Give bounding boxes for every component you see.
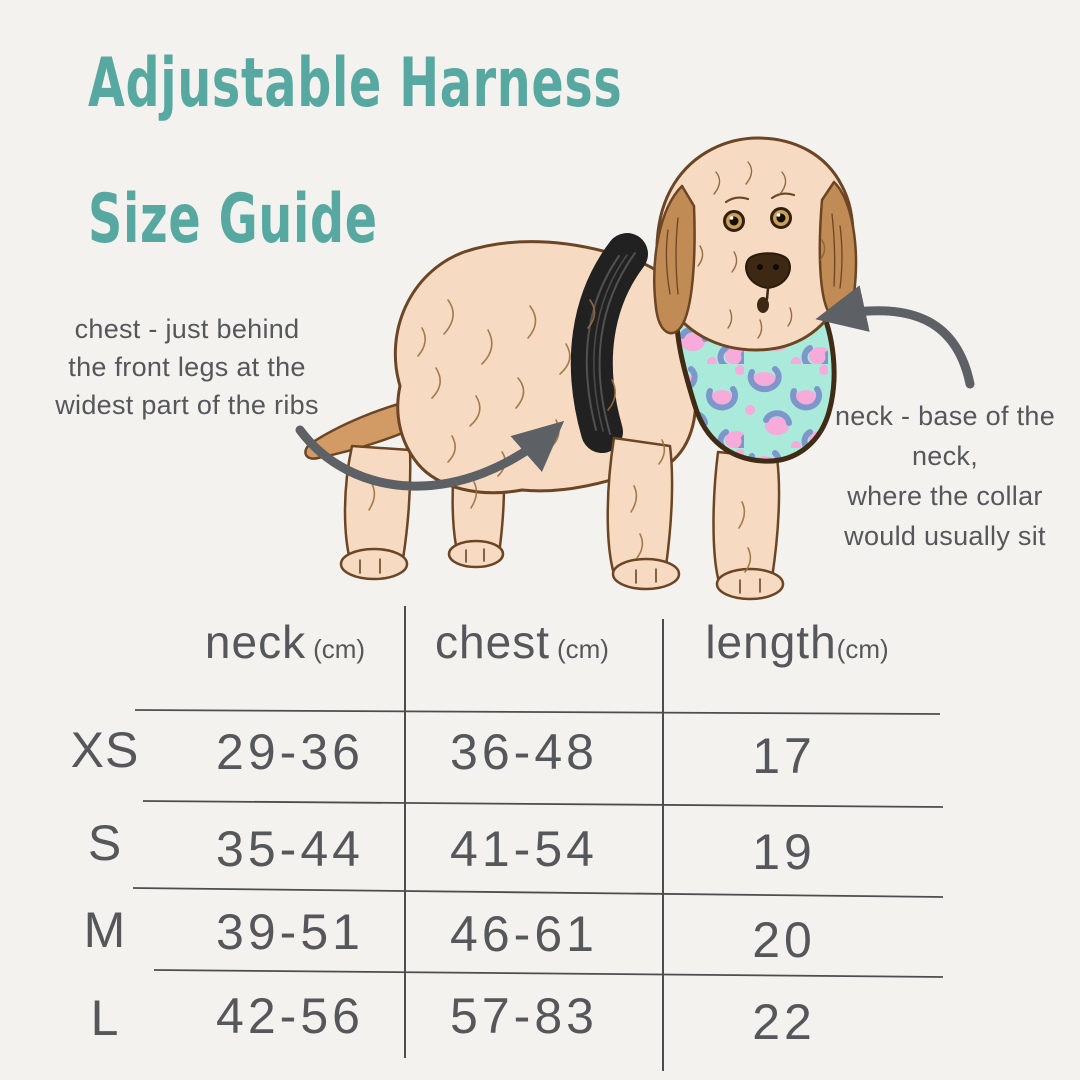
row-l-neck-value: 42-56 — [216, 988, 364, 1044]
row-l-chest-value: 57-83 — [450, 988, 598, 1044]
chest-annotation-line: chest - just behind — [74, 314, 300, 344]
chest-arrow — [295, 420, 565, 491]
chest-strap — [570, 233, 648, 453]
row-l-length-value: 22 — [752, 994, 816, 1050]
dog-illustration — [304, 136, 858, 601]
col-header-chest-label: chest — [435, 616, 550, 668]
table-grid-lines — [132, 606, 944, 1071]
col-header-neck: neck (cm) — [163, 616, 407, 675]
col-header-length-label: length — [705, 616, 837, 668]
dog-front-legs — [606, 436, 785, 601]
row-s-length-value: 19 — [752, 824, 816, 880]
chest-annotation-line: widest part of the ribs — [55, 390, 319, 420]
row-l-size-label: L — [90, 990, 120, 1046]
row-s-chest-value: 41-54 — [450, 821, 598, 877]
row-xs-chest-value: 36-48 — [450, 724, 598, 780]
neck-annotation: neck - base of the neck, where the colla… — [795, 396, 1080, 556]
row-m-neck-value: 39-51 — [216, 904, 364, 960]
row-xs-neck-value: 29-36 — [216, 724, 364, 780]
dog-face — [723, 192, 796, 313]
col-header-neck-unit: (cm) — [313, 634, 366, 664]
col-header-length-unit: (cm) — [836, 634, 889, 664]
chest-annotation: chest - just behind the front legs at th… — [28, 310, 346, 424]
dog-tail — [304, 396, 426, 460]
col-header-chest: chest (cm) — [400, 616, 644, 675]
page-title-line2: Size Guide — [88, 180, 378, 259]
head-fur-strokes — [697, 161, 826, 339]
row-m-length-value: 20 — [752, 912, 816, 968]
neck-annotation-line: where the collar — [847, 481, 1043, 511]
col-header-length: length(cm) — [662, 616, 932, 675]
row-m-size-label: M — [83, 902, 127, 958]
row-s-size-label: S — [87, 815, 123, 871]
row-s-neck-value: 35-44 — [216, 821, 364, 877]
row-xs-size-label: XS — [70, 722, 140, 778]
col-header-neck-label: neck — [204, 616, 307, 668]
dog-head — [655, 136, 855, 352]
chest-annotation-line: the front legs at the — [68, 352, 306, 382]
paw-toe-lines — [359, 548, 761, 594]
neck-annotation-line: would usually sit — [844, 521, 1046, 551]
neck-arrow — [815, 285, 975, 389]
col-header-chest-unit: (cm) — [556, 634, 609, 664]
neck-annotation-line: neck, — [911, 441, 979, 471]
page-title-line1: Adjustable Harness — [88, 44, 623, 123]
row-m-chest-value: 46-61 — [450, 906, 598, 962]
neck-annotation-line: neck - base of the — [834, 401, 1056, 431]
row-xs-length-value: 17 — [752, 728, 816, 784]
